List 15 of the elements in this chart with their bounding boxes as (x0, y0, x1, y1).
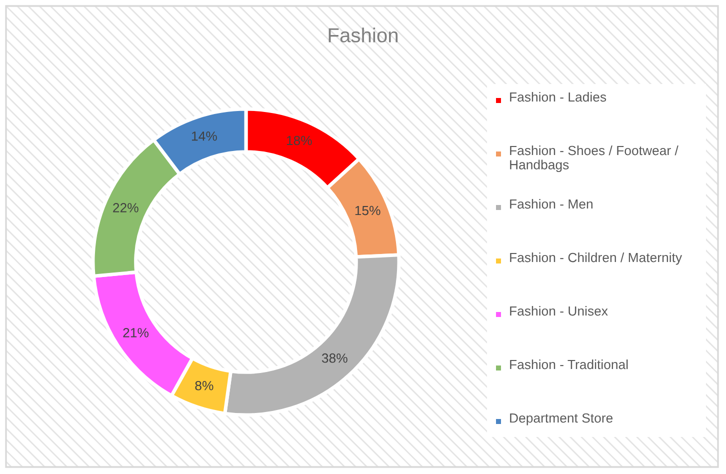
legend-label: Fashion - Shoes / Footwear / Handbags (510, 146, 678, 172)
legend-label: Fashion - Men (510, 199, 592, 209)
data-label: 18% (286, 136, 312, 146)
data-label: 8% (195, 380, 214, 390)
data-label: 15% (355, 206, 380, 216)
data-label: 21% (123, 328, 148, 338)
legend-label: Fashion - Ladies (510, 92, 606, 102)
data-label: 14% (192, 131, 217, 141)
legend-label: Fashion - Unisex (510, 306, 608, 316)
legend-label: Department Store (510, 413, 613, 426)
data-label: 38% (322, 353, 348, 363)
legend-label: Fashion - Traditional (510, 360, 628, 370)
chart-title: Fashion (328, 28, 398, 42)
legend-label: Fashion - Children / Maternity (510, 252, 682, 265)
data-label: 22% (113, 203, 138, 212)
